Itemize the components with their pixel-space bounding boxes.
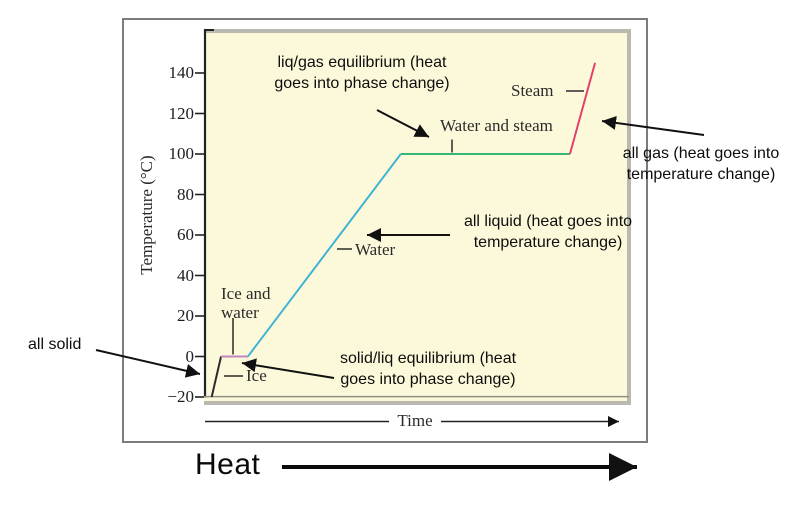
all-liquid-annotation: all liquid (heat goes into temperature c… <box>448 211 648 253</box>
liq-gas-annotation-line2: goes into phase change) <box>274 75 450 92</box>
heat-label: Heat <box>195 448 261 481</box>
y-tick-label: −20 <box>167 387 194 406</box>
all-gas-annotation-line1: all gas (heat goes into <box>622 145 780 162</box>
ice-label: Ice <box>246 366 267 385</box>
solid-liq-annotation: solid/liq equilibrium (heat goes into ph… <box>337 348 519 390</box>
all-solid-annotation: all solid <box>28 334 81 355</box>
all-gas-annotation-line2: temperature change) <box>626 166 776 183</box>
liq-gas-annotation-line1: liq/gas equilibrium (heat <box>277 54 447 71</box>
water-label: Water <box>355 240 396 259</box>
solid-liq-annotation-line2: goes into phase change) <box>340 371 516 388</box>
liq-gas-annotation: liq/gas equilibrium (heat goes into phas… <box>262 52 462 94</box>
all-liquid-annotation-line2: temperature change) <box>473 234 623 251</box>
all-gas-annotation: all gas (heat goes into temperature chan… <box>612 143 790 185</box>
all-liquid-annotation-line1: all liquid (heat goes into <box>463 213 633 230</box>
y-tick-label: 80 <box>177 184 194 204</box>
all-solid-annotation-line1: all solid <box>28 336 82 353</box>
y-tick-label: 60 <box>177 225 194 244</box>
y-tick-label: 100 <box>168 144 195 163</box>
y-tick-label: 140 <box>168 63 195 82</box>
water-and-steam-label: Water and steam <box>440 116 553 135</box>
steam-label: Steam <box>511 81 554 100</box>
y-axis-label: Temperature (°C) <box>137 155 156 275</box>
solid-liq-annotation-line1: solid/liq equilibrium (heat <box>339 350 517 367</box>
x-axis-label: Time <box>397 411 433 430</box>
y-tick-label: 20 <box>177 306 194 325</box>
y-tick-label: 40 <box>177 265 194 285</box>
y-tick-label: 0 <box>185 346 195 366</box>
y-tick-label: 120 <box>168 103 195 123</box>
ice-and-water-label: Ice and water <box>221 284 271 322</box>
